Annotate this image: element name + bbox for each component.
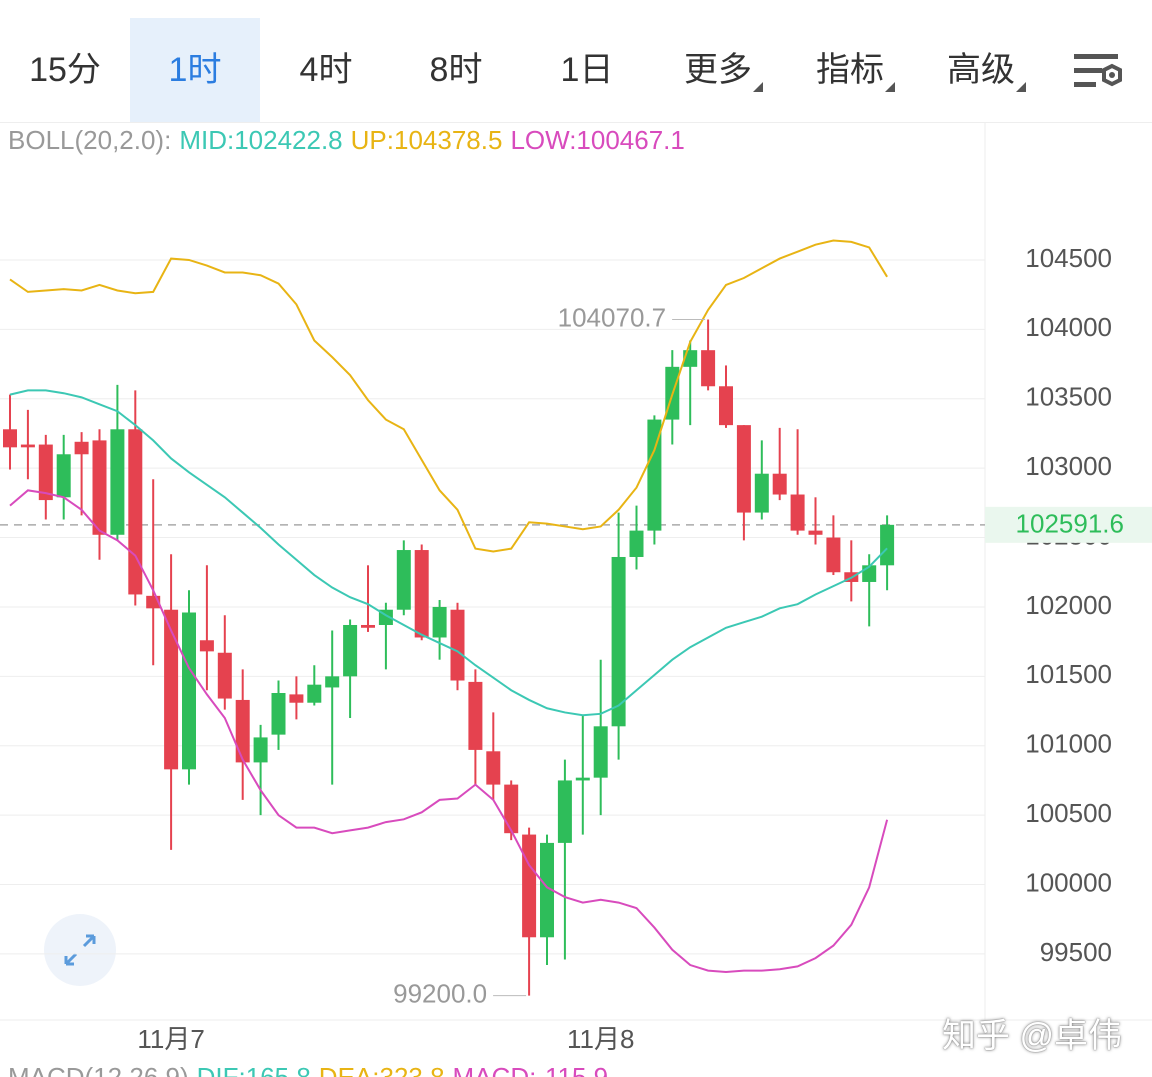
x-tick-label: 11月7 [137,1024,204,1054]
tab[interactable]: 15分 [29,51,101,89]
y-tick-label: 100000 [1025,867,1112,897]
tab[interactable]: 4时 [299,51,353,89]
candle-body [450,609,465,681]
candle-body [557,780,572,843]
candle-body [343,624,358,677]
y-tick-label: 103000 [1025,451,1112,481]
legend-entry: LOW:100467.1 [510,125,685,155]
tab-bar: 15分 1时 4时 8时 1日 更多 指标 高级 [0,0,1152,123]
candle-body [199,640,214,652]
expand-button[interactable] [44,914,116,986]
y-tick-label: 101000 [1025,729,1112,759]
candle-body [164,609,179,770]
candle-body [486,751,501,785]
last-price-label: 102591.6 [1016,509,1124,539]
tab[interactable]: 8时 [429,51,483,89]
candle-body [611,556,626,727]
boll-line [9,239,888,553]
candle-body [432,606,447,638]
candle-body [701,350,716,387]
candle-body [128,429,143,595]
tab-menu[interactable]: 指标 [785,18,915,122]
legend-entry: MID:102422.8 [179,125,343,155]
expand-icon [64,934,96,966]
boll-line [9,389,888,717]
candle-body [540,842,554,938]
candle-body [74,441,89,455]
candle-body [20,444,35,448]
macd-legend: MACD(12,26,9) DIF:165.8 DEA:323.8 MACD:-115… [8,1062,616,1077]
candle-body [414,550,429,638]
candle-body [575,777,590,781]
candle-body [808,530,823,535]
candle-body [647,419,662,531]
tab-menu[interactable]: 高级 [916,18,1046,122]
candle-body [522,834,537,938]
candle-body [271,693,286,735]
tab-text: 指标 [816,51,884,89]
x-tick-label: 11月8 [567,1024,634,1054]
candle-body [593,726,608,778]
candle-body [325,676,340,688]
candle-body [235,699,250,763]
candle-body [3,429,17,448]
candle-body [110,429,125,535]
y-tick-label: 104500 [1025,243,1112,273]
candle-body [826,537,841,573]
candle-body [253,737,268,763]
candle-body [754,473,769,513]
dea-label: DEA:323.8 [318,1062,445,1077]
legend-entry: UP:104378.5 [350,125,503,155]
candle-body [772,473,787,495]
candle-body [629,530,644,557]
y-tick-label: 102000 [1025,590,1112,620]
indicator-label: BOLL(20,2.0): [8,125,172,155]
candle-body [217,652,232,699]
boll-line [9,489,889,973]
candle-body [361,624,375,628]
candle-body [56,454,71,498]
tab-menu[interactable]: 更多 [653,18,783,122]
candle-body [38,444,53,501]
settings-icon[interactable] [1072,50,1128,94]
candle-body [307,684,322,703]
tab-text: 高级 [947,51,1015,89]
tab-active[interactable]: 1时 [130,18,260,122]
macd-label: MACD(12,26,9) [8,1062,189,1077]
candle-body [182,612,196,770]
y-tick-label: 103500 [1025,382,1112,412]
y-tick-label: 100500 [1025,798,1112,828]
hist-label: MACD:-115.9 [452,1062,609,1077]
candle-body [396,550,411,610]
candle-body [289,694,304,703]
last-price-box [985,506,1152,543]
candle-body [468,681,483,750]
watermark: 知乎 @卓伟 [942,1017,1122,1055]
y-tick-label: 104000 [1025,312,1112,342]
candle-body [736,425,751,513]
high-label: 104070.7 [558,302,666,332]
candle-body [880,524,895,566]
tab[interactable]: 1日 [560,51,614,89]
dif-label: DIF:165.8 [196,1062,311,1077]
indicator-legend: BOLL(20,2.0): MID:102422.8 UP:104378.5 LOW:… [8,122,693,158]
candle-body [790,494,805,531]
candle-body [504,784,519,834]
candle-body [719,386,733,426]
low-label: 99200.0 [393,978,487,1008]
y-tick-label: 99500 [1040,937,1112,967]
y-tick-label: 101500 [1025,659,1112,689]
candle-body [92,440,107,535]
tab-text: 更多 [684,51,752,89]
